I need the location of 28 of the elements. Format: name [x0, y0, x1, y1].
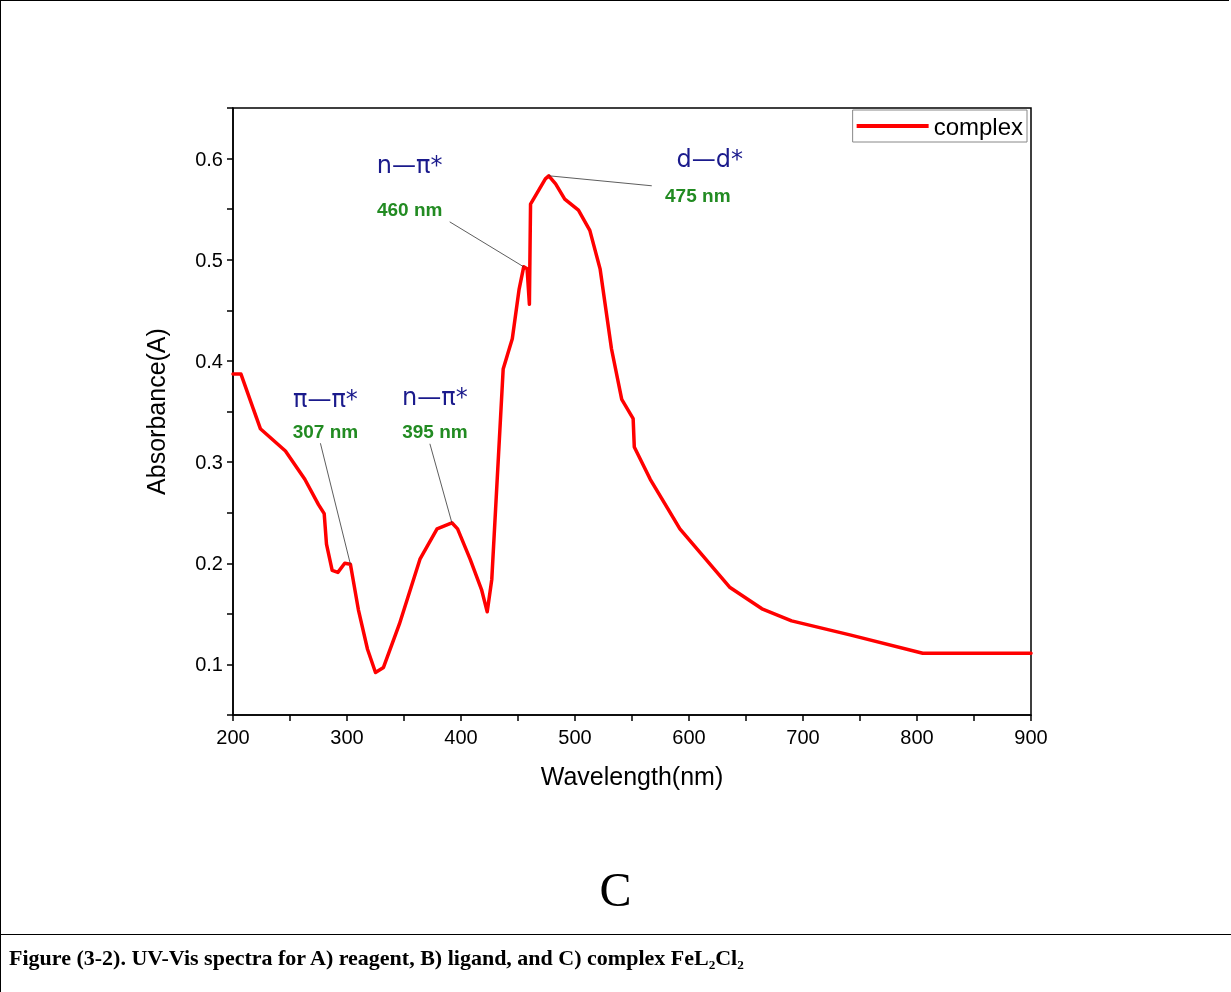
annotation: d—d* [676, 144, 744, 173]
x-tick-label: 200 [216, 726, 250, 748]
y-tick-label: 0.5 [195, 248, 223, 271]
annotation: 460 nm [376, 199, 443, 221]
y-tick-label: 0.3 [195, 451, 223, 474]
annotation: n—π* [376, 150, 443, 179]
y-tick-label: 0.1 [195, 653, 223, 676]
x-tick-label: 700 [786, 726, 820, 748]
annotation: n—π* [402, 382, 468, 411]
text: C [598, 862, 633, 918]
x-tick-label: 900 [1014, 726, 1048, 748]
x-tick-label: 800 [900, 726, 934, 748]
y-axis-title: Absorbance(A) [141, 328, 170, 495]
x-tick-label: 400 [444, 726, 478, 748]
line-series [231, 174, 1033, 675]
annotation: 395 nm [402, 421, 468, 443]
annotation: 475 nm [665, 185, 731, 207]
text: Figure (3-2). UV-Vis spectra for A) reagent, B) ligand, and C) complex FeL₂Cl₂ [0, 934, 1231, 992]
annotation: π—π* [292, 385, 358, 414]
y-tick-label: 0.4 [195, 349, 223, 372]
y-tick-label: 0.2 [195, 552, 223, 575]
x-tick-label: 600 [672, 726, 706, 748]
y-tick-label: 0.6 [195, 147, 223, 170]
x-tick-label: 500 [558, 726, 592, 748]
x-tick-label: 300 [330, 726, 364, 748]
legend-label: complex [933, 112, 1024, 140]
annotation: 307 nm [292, 420, 359, 442]
x-axis-title: Wavelength(nm) [540, 761, 724, 790]
